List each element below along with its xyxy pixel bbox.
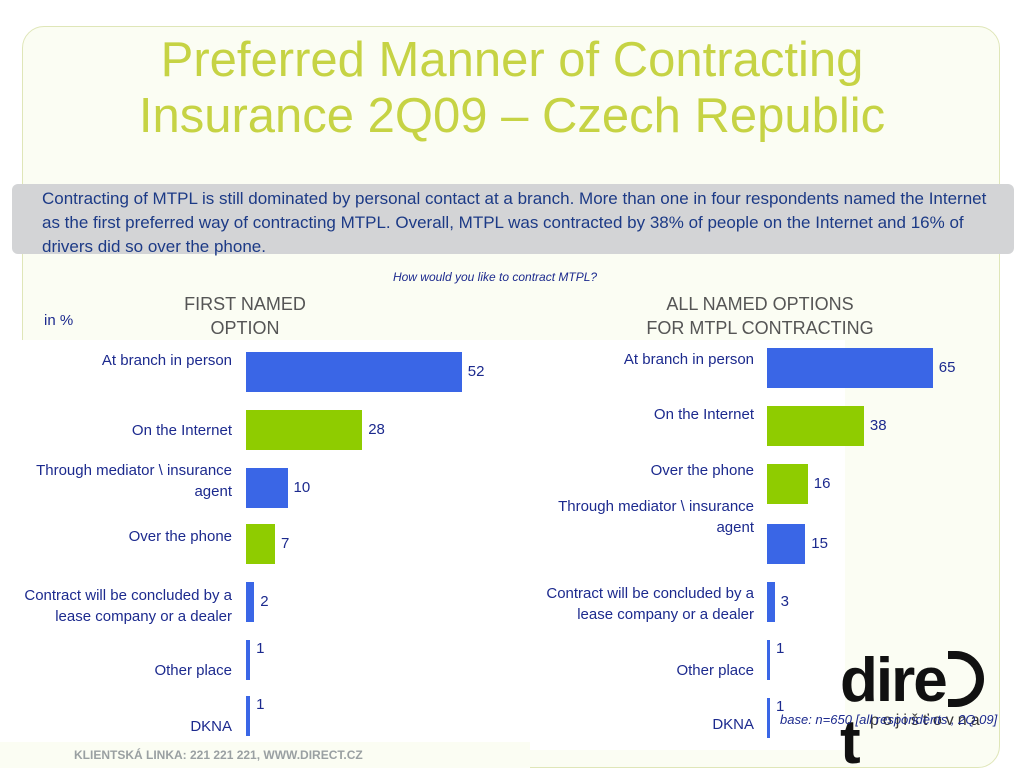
bar xyxy=(767,406,864,446)
footer-contact: KLIENTSKÁ LINKA: 221 221 221, WWW.DIRECT… xyxy=(74,748,363,762)
right-chart-title-line-1: ALL NAMED OPTIONS xyxy=(666,294,854,314)
category-label: On the Internet xyxy=(131,422,232,439)
category-label: Through mediator \ insurance agent xyxy=(558,498,754,536)
summary-text: Contracting of MTPL is still dominated b… xyxy=(42,189,987,256)
value-label: 7 xyxy=(281,535,290,552)
value-label: 65 xyxy=(938,359,956,376)
survey-question: How would you like to contract MTPL? xyxy=(392,270,598,284)
category-label: Through mediator \ insurance agent xyxy=(36,462,232,500)
category-label: Other place xyxy=(154,662,232,679)
value-label: 1 xyxy=(776,640,785,657)
right-chart-title: ALL NAMED OPTIONS FOR MTPL CONTRACTING xyxy=(610,292,910,340)
value-label: 1 xyxy=(256,696,265,713)
category-label: Contract will be concluded by a lease co… xyxy=(546,585,754,623)
unit-label: in % xyxy=(44,312,74,329)
direct-logo: diret pojišťovna xyxy=(840,650,1000,774)
bar xyxy=(246,352,462,392)
title-line-1: Preferred Manner of Contracting xyxy=(160,33,864,87)
bar xyxy=(246,696,251,736)
value-label: 2 xyxy=(260,593,269,610)
category-label: At branch in person xyxy=(101,352,232,369)
left-bar-chart: At branch in person 52 On the Internet 28 Th… xyxy=(0,340,525,750)
value-label: 15 xyxy=(811,535,828,552)
category-label: On the Internet xyxy=(653,406,754,423)
category-label: DKNA xyxy=(190,718,232,735)
right-bar-chart: At branch in person 65 On the Internet 38 Ov… xyxy=(525,340,955,750)
left-chart-title-line-2: OPTION xyxy=(210,318,280,338)
value-label: 1 xyxy=(776,698,785,715)
logo-subtitle: pojišťovna xyxy=(870,712,984,729)
bar xyxy=(767,524,806,564)
bar xyxy=(767,582,775,622)
slide-title: Preferred Manner of Contracting Insuranc… xyxy=(0,32,1024,144)
value-label: 38 xyxy=(869,417,887,434)
bar xyxy=(246,410,363,450)
value-label: 28 xyxy=(368,421,385,438)
bar xyxy=(767,698,770,738)
bar xyxy=(246,582,255,622)
left-chart-title: FIRST NAMED OPTION xyxy=(145,292,345,340)
category-label: Over the phone xyxy=(650,462,754,479)
category-label: Other place xyxy=(676,662,754,679)
value-label: 16 xyxy=(813,475,831,492)
category-label: At branch in person xyxy=(623,351,754,368)
bar xyxy=(246,640,251,680)
category-label: DKNA xyxy=(712,716,754,733)
base-note: base: n=650 [all respondents , 2Q 09] xyxy=(780,712,998,727)
bar xyxy=(767,348,933,388)
bar xyxy=(767,640,770,680)
footer-strip xyxy=(0,742,530,768)
bar xyxy=(246,524,276,564)
category-label: Over the phone xyxy=(128,528,232,545)
summary-box: Contracting of MTPL is still dominated b… xyxy=(12,184,1014,256)
value-label: 52 xyxy=(467,363,485,380)
right-chart-title-line-2: FOR MTPL CONTRACTING xyxy=(646,318,874,338)
bar xyxy=(767,464,808,504)
value-label: 3 xyxy=(780,593,789,610)
left-chart-title-line-1: FIRST NAMED xyxy=(184,294,306,314)
logo-wordmark: diret xyxy=(840,650,1000,774)
bar xyxy=(246,468,288,508)
value-label: 1 xyxy=(256,640,265,657)
value-label: 10 xyxy=(293,479,311,496)
title-line-2: Insurance 2Q09 – Czech Republic xyxy=(138,89,886,143)
category-label: Contract will be concluded by a lease co… xyxy=(24,587,232,625)
